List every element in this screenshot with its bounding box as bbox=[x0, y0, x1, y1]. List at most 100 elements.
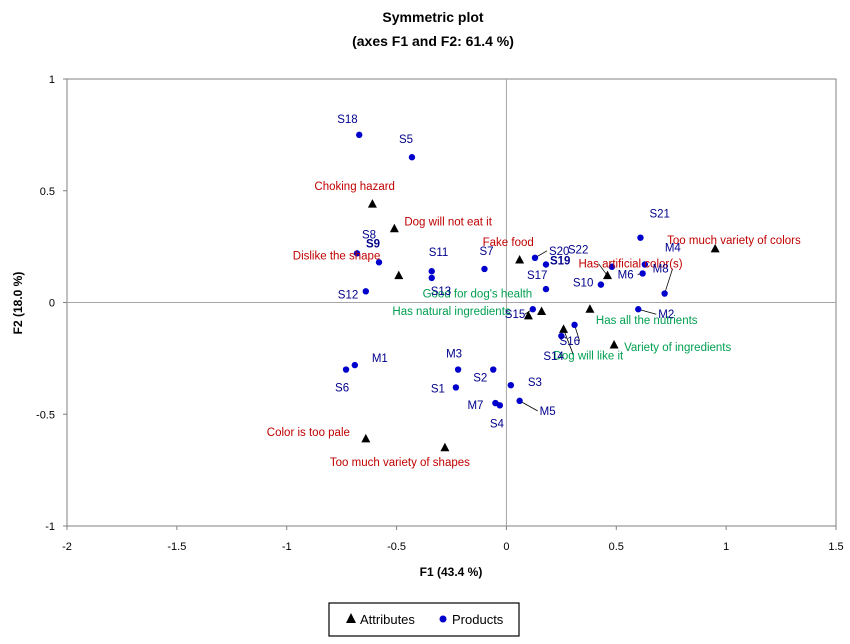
attribute-marker bbox=[389, 223, 399, 233]
product-marker bbox=[351, 361, 359, 369]
product-label: S16 bbox=[560, 336, 580, 348]
attribute-marker bbox=[361, 433, 371, 443]
attribute-marker bbox=[440, 442, 450, 452]
product-label: M5 bbox=[540, 406, 556, 418]
product-marker bbox=[558, 332, 565, 340]
product-marker bbox=[608, 263, 616, 270]
chart-subtitle: (axes F1 and F2: 61.4 %) bbox=[352, 33, 514, 49]
x-axis-title: F1 (43.4 %) bbox=[420, 565, 483, 579]
product-label: S12 bbox=[338, 289, 358, 301]
product-marker bbox=[597, 281, 605, 288]
product-marker bbox=[481, 265, 488, 273]
product-label: S6 bbox=[335, 383, 349, 395]
x-tick-label: 0 bbox=[503, 541, 509, 553]
product-label: S11 bbox=[429, 247, 449, 259]
legend: Attributes Products bbox=[328, 602, 520, 637]
axis-ticks: -2 -1.5 -1 -0.5 0 0.5 1 1.5 -1 -0.5 0 0.5 1 bbox=[36, 74, 844, 553]
product-marker bbox=[428, 274, 435, 282]
x-tick-label: -2 bbox=[62, 541, 72, 553]
product-label: S10 bbox=[573, 278, 593, 290]
attribute-marker bbox=[537, 306, 547, 315]
product-label: S8 bbox=[362, 229, 376, 241]
product-label: S22 bbox=[568, 245, 588, 257]
product-label: S21 bbox=[649, 209, 669, 221]
product-marker bbox=[637, 234, 644, 241]
product-label: S18 bbox=[337, 114, 357, 126]
y-axis-title: F2 (18.0 %) bbox=[11, 272, 25, 335]
product-label: S15 bbox=[505, 309, 525, 321]
attribute-marker bbox=[602, 270, 612, 280]
attribute-label: Dog will not eat it bbox=[404, 217, 492, 229]
label-leader-line bbox=[563, 329, 574, 356]
attribute-marker bbox=[367, 199, 377, 208]
attribute-label: Dog will like it bbox=[554, 350, 624, 362]
legend-attributes-label: Attributes bbox=[360, 612, 415, 627]
label-leader-line bbox=[519, 400, 538, 412]
attribute-marker bbox=[559, 324, 569, 333]
product-label: S7 bbox=[479, 246, 493, 258]
attribute-marker bbox=[523, 310, 533, 320]
product-label: S1 bbox=[431, 383, 445, 395]
attribute-label: Choking hazard bbox=[314, 181, 395, 193]
attribute-label: Has artificial color(s) bbox=[578, 259, 682, 271]
product-label: S4 bbox=[490, 418, 505, 430]
data-labels: Choking hazard Dog will not eat it Dislike… bbox=[267, 114, 801, 469]
attribute-label: Has natural ingredients bbox=[392, 306, 511, 318]
product-marker bbox=[529, 306, 536, 313]
x-tick-label: -1 bbox=[282, 541, 292, 553]
chart-title: Symmetric plot bbox=[382, 9, 483, 25]
product-marker bbox=[362, 288, 370, 295]
y-tick-label: 0 bbox=[49, 298, 55, 310]
product-marker bbox=[542, 261, 550, 268]
product-marker bbox=[452, 384, 460, 391]
product-marker bbox=[353, 250, 361, 257]
attribute-label: Good for dog's health bbox=[423, 288, 533, 300]
product-marker bbox=[531, 254, 539, 261]
attribute-label: Color is too pale bbox=[267, 427, 350, 439]
product-label: M4 bbox=[665, 243, 682, 255]
attribute-marker bbox=[515, 255, 525, 264]
attribute-marker bbox=[394, 270, 404, 280]
attribute-marker bbox=[710, 243, 720, 253]
product-marker bbox=[641, 261, 649, 268]
product-label: S5 bbox=[399, 134, 413, 146]
data-markers bbox=[342, 131, 720, 452]
attribute-marker bbox=[609, 339, 619, 349]
product-label: M1 bbox=[372, 353, 388, 365]
attribute-label: Fake food bbox=[483, 237, 534, 249]
zero-lines bbox=[67, 79, 836, 526]
attribute-label: Variety of ingredients bbox=[624, 342, 731, 354]
legend-box bbox=[328, 602, 520, 637]
product-marker bbox=[571, 321, 578, 329]
product-marker bbox=[661, 290, 668, 297]
x-tick-label: -0.5 bbox=[387, 541, 406, 553]
y-tick-label: 0.5 bbox=[40, 186, 55, 198]
product-label: S3 bbox=[528, 377, 542, 389]
legend-products-label: Products bbox=[452, 612, 504, 627]
product-marker bbox=[342, 366, 350, 373]
product-label: M8 bbox=[653, 264, 669, 276]
product-marker bbox=[507, 381, 515, 389]
product-label: M2 bbox=[658, 309, 674, 321]
legend-circle-icon bbox=[439, 615, 447, 623]
product-label: M6 bbox=[618, 269, 634, 281]
product-label: S20 bbox=[549, 246, 569, 258]
attribute-label: Has all the nutrients bbox=[596, 315, 698, 327]
x-tick-label: 1.5 bbox=[828, 541, 843, 553]
product-label: S19 bbox=[550, 256, 570, 268]
y-tick-label: -0.5 bbox=[36, 409, 55, 421]
product-label: S17 bbox=[527, 270, 547, 282]
product-marker bbox=[375, 259, 383, 266]
product-marker bbox=[408, 154, 416, 161]
x-tick-label: 0.5 bbox=[609, 541, 624, 553]
x-tick-label: 1 bbox=[723, 541, 729, 553]
product-label: S2 bbox=[473, 373, 487, 385]
product-label: S14 bbox=[543, 351, 564, 363]
product-marker bbox=[454, 366, 462, 373]
product-marker bbox=[542, 285, 550, 293]
attribute-label: Too much variety of shapes bbox=[330, 457, 470, 469]
attribute-marker bbox=[585, 304, 595, 313]
product-marker bbox=[516, 397, 523, 405]
legend-triangle-icon bbox=[346, 613, 356, 623]
